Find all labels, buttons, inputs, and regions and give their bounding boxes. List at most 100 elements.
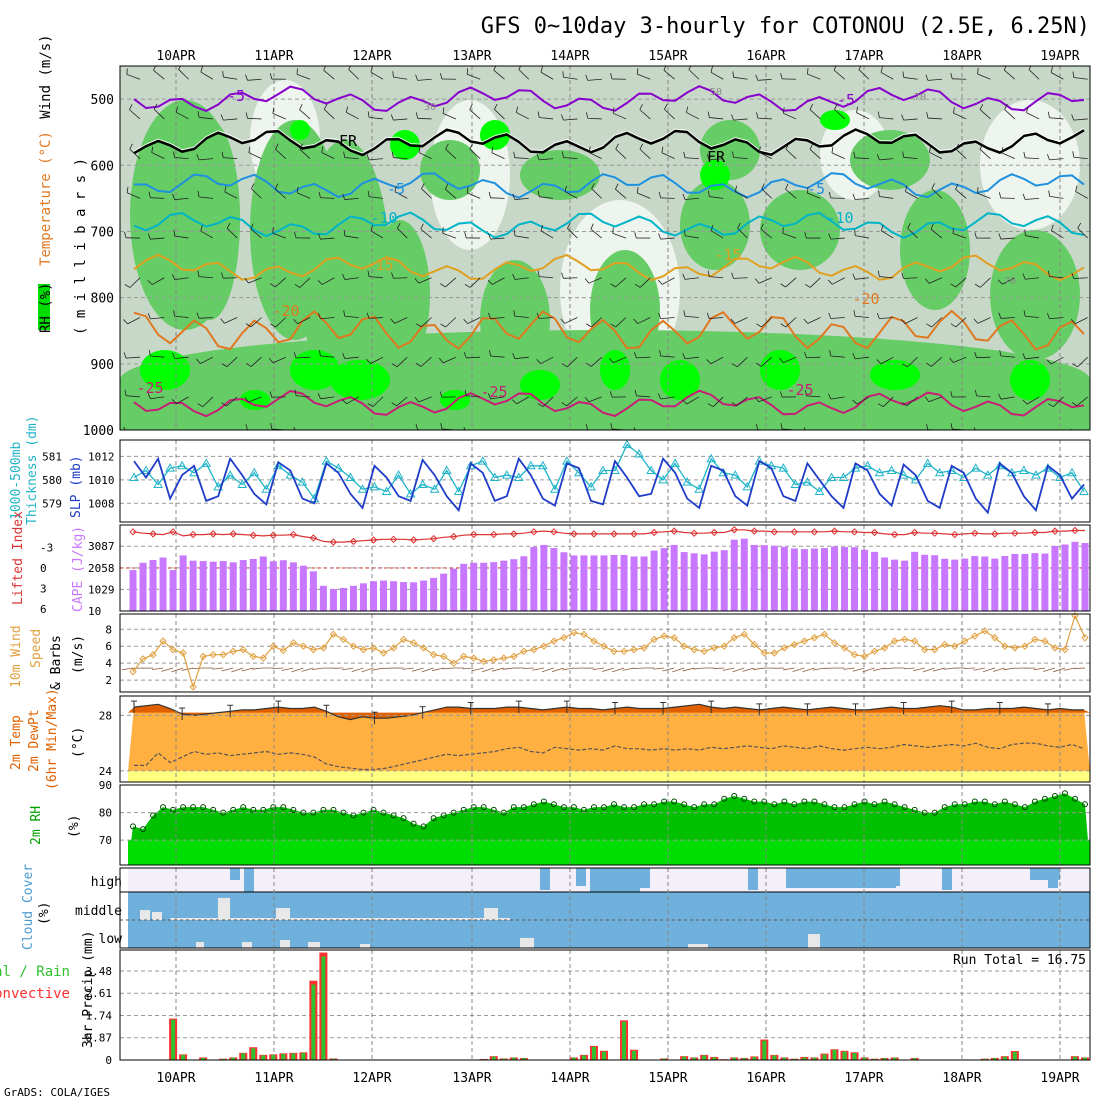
wind10-barb-56 [682, 667, 695, 672]
barb-flag-6-2 [173, 310, 176, 317]
top-date-12APR: 12APR [352, 49, 391, 64]
barb-flag-6-11 [390, 318, 395, 324]
barb-flag-0-13 [440, 73, 443, 80]
barb-flag-3-0 [126, 186, 129, 193]
precip-conv-bar-18 [311, 984, 316, 1060]
barb-3-38 [1049, 196, 1064, 199]
wind10-barb-94 [1063, 667, 1076, 671]
isotherm--15-4 [133, 253, 1085, 282]
barb-3-37 [1025, 197, 1040, 200]
rh2m-point-6 [190, 804, 197, 811]
barb-1-4 [223, 118, 238, 121]
barb-flag-1-22 [664, 103, 668, 110]
ua-sat-0 [140, 350, 190, 390]
barb-8-2 [176, 396, 189, 405]
barb-2-4 [223, 157, 238, 160]
barb-flag-2-3 [196, 154, 200, 161]
barb-flag-5-27 [780, 283, 786, 288]
wind10-barb-55 [672, 667, 685, 673]
barb-flag-7-17 [536, 359, 541, 364]
barb-4-4 [226, 228, 238, 239]
wind10-barb-37 [492, 667, 504, 672]
barb-5-19 [588, 277, 602, 284]
barb-flag-5-10 [367, 270, 370, 277]
upper-air-frame [119, 65, 1091, 431]
barb-flag-3-6 [274, 183, 279, 190]
barb-flag-4-37 [1024, 229, 1026, 236]
barb-flag-0-18 [562, 71, 564, 78]
barb-flag-6-25 [730, 318, 736, 324]
barb-6-28 [807, 317, 821, 324]
barb-6-29 [830, 317, 845, 319]
barb-flag-0-2 [178, 66, 181, 70]
barb-4-8 [320, 237, 335, 240]
rh2m-point-83 [961, 801, 968, 808]
wind10-barb-68 [802, 667, 815, 673]
barb-flag-0-8 [323, 66, 327, 71]
barb-flag-7-16 [512, 352, 516, 359]
rh2m-point-41 [540, 798, 547, 805]
rh2m-point-75 [881, 798, 888, 805]
precip-convective-label: Convective [0, 986, 70, 1002]
barb-1-31 [879, 117, 894, 120]
wind10-barb-47 [592, 667, 605, 671]
barb-flag-7-10 [366, 358, 371, 364]
li-point-10 [229, 530, 237, 538]
thickness-point-24 [417, 479, 428, 489]
barb-flag-2-33 [929, 146, 932, 153]
wind10-point-18 [309, 645, 318, 654]
precip-conv-bar-72 [852, 1053, 857, 1060]
barb-flag-1-0 [129, 104, 133, 110]
rh2m-point-70 [831, 804, 838, 811]
cape-bar-13 [259, 556, 267, 611]
wind10-point-94 [1071, 611, 1079, 620]
barb-flag-5-22 [657, 279, 663, 285]
barb-flag-7-24 [706, 359, 712, 365]
barb-6-26 [761, 317, 773, 328]
rh2m-point-58 [711, 801, 718, 808]
barb-0-12 [417, 78, 432, 81]
barb-flag-0-35 [977, 67, 979, 75]
barb-2-39 [1073, 156, 1088, 160]
barb-7-11 [396, 356, 408, 368]
barb-flag-6-0 [123, 319, 128, 325]
barb-flag-4-26 [760, 223, 764, 230]
barb-9-3 [212, 429, 213, 430]
barb-0-8 [323, 69, 335, 80]
wind10-barb-81 [932, 667, 945, 672]
barb-flag-0-39 [1072, 71, 1075, 78]
pressure-tick-500: 500 [91, 93, 114, 108]
barb-6-20 [615, 317, 627, 328]
barb-7-26 [761, 356, 773, 367]
wind10-barb-67 [792, 667, 805, 673]
barb-1-19 [587, 117, 602, 120]
barb-6-23 [684, 315, 699, 318]
li-point-30 [429, 534, 438, 543]
precip-conv-bar-36 [491, 1056, 496, 1060]
barb-4-20 [612, 232, 627, 239]
barb-8-22 [660, 396, 675, 400]
wind10-point-12 [249, 652, 257, 661]
run-total: Run Total = 16.75 [953, 953, 1086, 968]
barb-2-19 [588, 152, 602, 160]
cape-bar-28 [410, 582, 418, 611]
barb-flag-1-6 [272, 107, 275, 114]
rh-tick-80: 80 [99, 807, 112, 820]
barb-9-39 [1086, 429, 1088, 430]
wind10-barb-72 [843, 667, 855, 670]
barb-8-24 [712, 396, 724, 407]
wind10-point-4 [169, 645, 177, 654]
wind10-barb-42 [541, 667, 555, 673]
precip-conv-bar-5 [181, 1054, 186, 1060]
cape-bar-75 [881, 557, 889, 611]
barb-4-2 [174, 235, 189, 239]
thickness-point-1 [141, 465, 151, 474]
barb-7-17 [540, 356, 554, 365]
barb-3-18 [564, 191, 578, 199]
barb-flag-6-14 [463, 318, 468, 324]
barb-flag-0-4 [222, 71, 224, 78]
barb-flag-6-13 [440, 323, 446, 328]
ua-moist-12 [420, 140, 480, 200]
barb-3-14 [467, 192, 481, 199]
barb-0-4 [223, 76, 238, 80]
